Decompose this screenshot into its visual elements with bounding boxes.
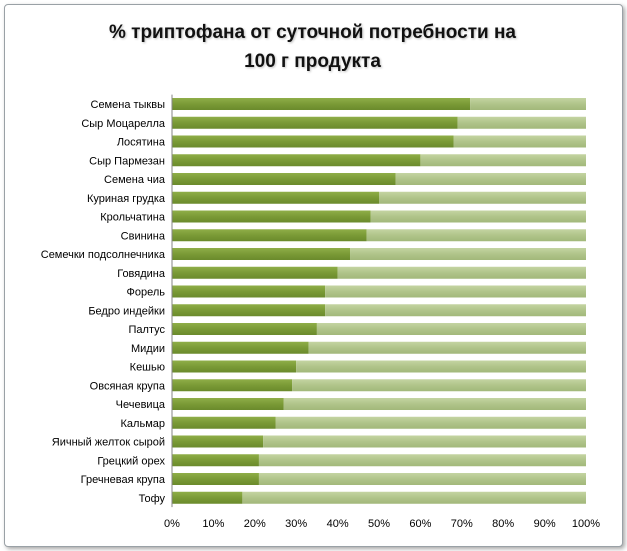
category-label: Крольчатина <box>100 212 166 224</box>
bar-remainder <box>366 229 586 242</box>
x-tick-label: 60% <box>409 518 431 530</box>
bar-remainder <box>242 491 586 504</box>
x-tick-label: 10% <box>202 518 224 530</box>
x-tick-label: 0% <box>164 518 180 530</box>
bar-remainder <box>292 379 586 392</box>
bar-tryptophan <box>172 341 309 354</box>
category-label: Овсяная крупа <box>90 380 166 392</box>
chart-title: % триптофана от суточной потребности на … <box>4 18 621 76</box>
category-label: Чечевица <box>116 399 166 411</box>
bar-remainder <box>258 454 586 467</box>
bar-remainder <box>316 323 586 335</box>
bar-tryptophan <box>172 248 351 260</box>
category-label: Куриная грудка <box>87 193 166 205</box>
x-tick-label: 90% <box>534 518 556 530</box>
bar-tryptophan <box>172 454 259 467</box>
bar-tryptophan <box>172 154 421 167</box>
bar-remainder <box>296 360 586 373</box>
bar-remainder <box>453 135 586 148</box>
category-label: Сыр Пармезан <box>89 155 165 167</box>
category-label: Яичный желток сырой <box>52 437 165 449</box>
category-label: Гречневая крупа <box>81 474 166 486</box>
bar-tryptophan <box>172 191 379 204</box>
category-label: Тофу <box>139 493 166 505</box>
category-label: Форель <box>127 287 166 299</box>
bar-tryptophan <box>172 323 317 335</box>
x-tick-label: 50% <box>368 518 390 530</box>
bar-tryptophan <box>172 379 293 392</box>
bar-tryptophan <box>172 398 284 410</box>
category-label: Лосятина <box>117 137 166 149</box>
category-label: Семена тыквы <box>91 99 166 111</box>
bar-tryptophan <box>172 135 454 148</box>
x-tick-label: 100% <box>572 518 600 530</box>
category-label: Грецкий орех <box>97 455 165 467</box>
x-tick-label: 30% <box>285 518 307 530</box>
x-tick-label: 20% <box>244 518 266 530</box>
category-label: Кальмар <box>121 418 165 430</box>
bar-tryptophan <box>172 491 243 504</box>
bar-remainder <box>420 154 586 167</box>
x-tick-label: 80% <box>492 518 514 530</box>
category-label: Говядина <box>117 268 166 280</box>
bar-remainder <box>325 285 586 298</box>
chart-title-line-1: % триптофана от суточной потребности на <box>108 22 517 43</box>
bar-remainder <box>395 173 586 185</box>
category-label: Сыр Моцарелла <box>81 118 166 130</box>
x-tick-label: 40% <box>327 518 349 530</box>
bar-tryptophan <box>172 266 338 279</box>
bar-tryptophan <box>172 360 297 373</box>
category-label: Палтус <box>129 324 166 336</box>
bar-tryptophan <box>172 285 326 298</box>
bar-remainder <box>370 210 586 223</box>
bar-tryptophan <box>172 98 471 110</box>
bar-remainder <box>379 191 586 204</box>
bar-tryptophan <box>172 304 326 317</box>
bar-tryptophan <box>172 416 276 429</box>
bar-tryptophan <box>172 229 367 242</box>
category-label: Мидии <box>131 343 165 355</box>
bar-remainder <box>283 398 586 410</box>
category-label: Бедро индейки <box>88 305 165 317</box>
bar-tryptophan <box>172 435 264 448</box>
bar-remainder <box>308 341 586 354</box>
bar-remainder <box>258 473 586 485</box>
bar-remainder <box>337 266 586 279</box>
bar-remainder <box>457 116 586 129</box>
category-label: Семечки подсолнечника <box>41 249 166 261</box>
bar-tryptophan <box>172 173 396 185</box>
x-tick-label: 70% <box>451 518 473 530</box>
bar-remainder <box>470 98 586 110</box>
bar-tryptophan <box>172 210 371 223</box>
chart-title-line-2: 100 г продукта <box>244 51 381 72</box>
bar-tryptophan <box>172 116 458 129</box>
bar-remainder <box>263 435 586 448</box>
category-label: Кешью <box>130 362 165 374</box>
bar-remainder <box>350 248 586 260</box>
bar-tryptophan <box>172 473 259 485</box>
bar-remainder <box>325 304 586 317</box>
category-label: Свинина <box>121 230 166 242</box>
bar-remainder <box>275 416 586 429</box>
category-label: Семена чиа <box>104 174 166 186</box>
